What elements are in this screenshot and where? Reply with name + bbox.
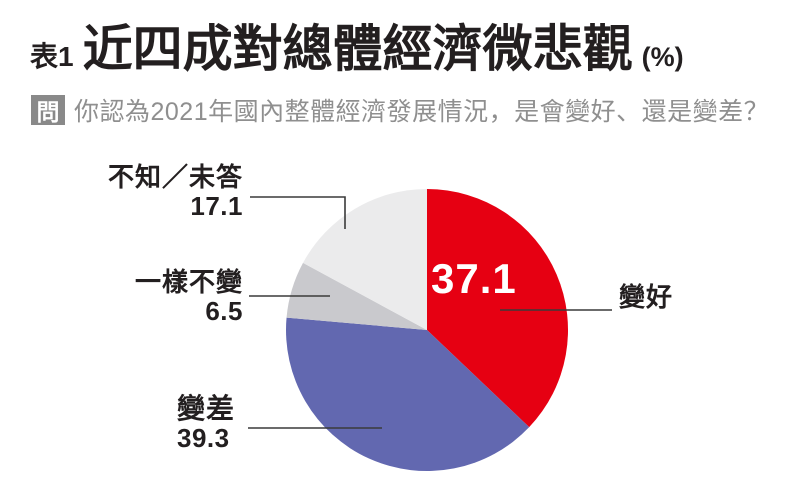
slice-label-unknown-name: 不知／未答 bbox=[107, 162, 243, 192]
slice-label-better-name: 變好 bbox=[619, 282, 674, 312]
pie-slice-3 bbox=[303, 189, 427, 330]
question-badge: 問 bbox=[31, 95, 65, 125]
survey-question-row: 問 你認為2021年國內整體經濟發展情況，是會變好、還是變差？ bbox=[31, 92, 769, 128]
header: 表1 近四成對總體經濟微悲觀 (%) bbox=[30, 22, 684, 77]
slice-value-better-inside: 37.1 bbox=[431, 255, 517, 302]
slice-label-worse-value: 39.3 bbox=[177, 423, 230, 454]
title-unit-label: (%) bbox=[641, 42, 684, 72]
pie-slice-0 bbox=[427, 189, 569, 428]
pie bbox=[286, 189, 569, 472]
slice-label-same-name: 一樣不變 bbox=[134, 267, 243, 297]
slice-label-worse-name: 變差 bbox=[177, 393, 236, 424]
pie-slice-2 bbox=[286, 262, 427, 330]
slice-label-same: 一樣不變 6.5 bbox=[134, 267, 243, 327]
slice-label-same-value: 6.5 bbox=[205, 296, 243, 327]
slice-label-better: 變好 bbox=[619, 282, 674, 312]
slice-label-unknown-value: 17.1 bbox=[190, 191, 243, 222]
pie-slice-1 bbox=[286, 317, 530, 472]
slice-label-worse: 變差 39.3 bbox=[177, 393, 235, 453]
leader-line-unknown bbox=[250, 196, 346, 229]
slice-label-unknown: 不知／未答 17.1 bbox=[107, 162, 243, 222]
table-number-label: 表1 bbox=[30, 41, 74, 72]
page-title: 近四成對總體經濟微悲觀 bbox=[82, 21, 633, 77]
question-text: 你認為2021年國內整體經濟發展情況，是會變好、還是變差？ bbox=[74, 98, 770, 126]
leader-lines bbox=[248, 196, 612, 429]
